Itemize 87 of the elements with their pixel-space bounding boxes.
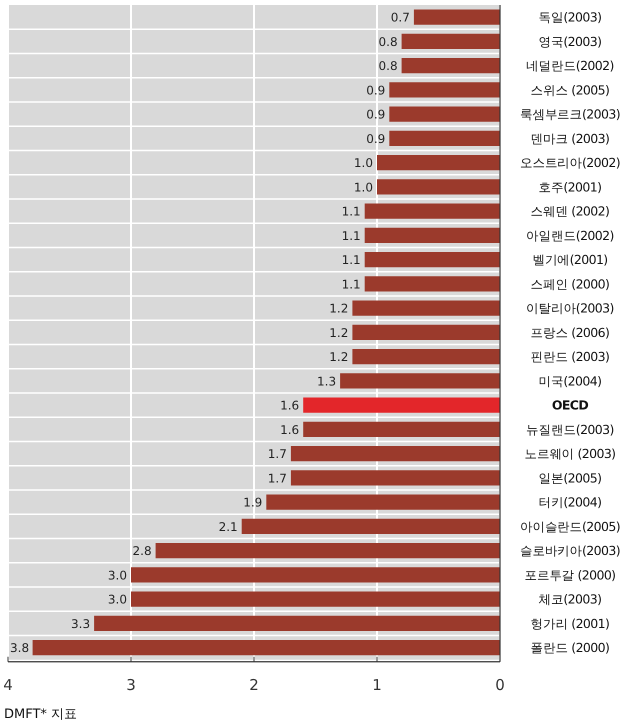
- y-tick-label: 스웨덴 (2002): [530, 204, 610, 219]
- y-tick-label: 핀란드 (2003): [530, 349, 610, 364]
- y-tick-label: 체코(2003): [538, 592, 602, 607]
- data-label: 0.8: [378, 59, 398, 74]
- bar: [352, 300, 500, 316]
- data-label: 1.7: [268, 447, 287, 462]
- bar: [340, 373, 500, 388]
- data-label: 1.3: [317, 374, 336, 388]
- bar: [242, 518, 500, 534]
- data-label: 0.9: [366, 83, 386, 98]
- y-tick-label: OECD: [552, 398, 588, 413]
- bar: [290, 470, 500, 486]
- y-tick-label: 덴마크 (2003): [530, 130, 610, 146]
- data-label: 1.2: [329, 302, 348, 316]
- data-label: 3.3: [71, 616, 90, 631]
- bar: [389, 82, 500, 98]
- y-tick-label: 일본(2005): [538, 470, 602, 486]
- data-label: 0.9: [366, 132, 386, 146]
- y-tick-label: 프랑스 (2006): [530, 324, 610, 340]
- bar: [32, 640, 500, 656]
- data-label: 1.9: [243, 496, 262, 510]
- bar: [266, 494, 500, 510]
- x-tick-label: 4: [3, 676, 13, 694]
- y-tick-label: 독일(2003): [538, 10, 602, 25]
- data-label: 1.1: [342, 204, 361, 219]
- bar: [364, 228, 500, 243]
- bar: [414, 10, 500, 25]
- x-tick-label: 2: [249, 676, 259, 694]
- x-tick-label: 1: [372, 676, 382, 694]
- bar: [352, 349, 500, 364]
- data-label: 1.1: [342, 277, 361, 292]
- bar: [402, 58, 500, 74]
- y-tick-label: 뉴질랜드(2003): [526, 422, 614, 437]
- data-label: 0.9: [366, 108, 386, 122]
- y-tick-label: 포르투갈 (2000): [524, 567, 616, 582]
- bar: [364, 204, 500, 219]
- y-tick-label: 폴란드 (2000): [530, 640, 610, 656]
- y-tick-label: 영국(2003): [538, 34, 602, 49]
- data-label: 1.6: [280, 422, 300, 437]
- bar: [352, 324, 500, 340]
- data-label: 2.1: [218, 520, 238, 534]
- bar: [131, 567, 500, 582]
- y-tick-label: 헝가리 (2001): [530, 616, 610, 631]
- data-label: 1.6: [280, 398, 300, 413]
- y-tick-label: 터키(2004): [538, 494, 602, 510]
- bar: [377, 179, 500, 194]
- bar: [364, 252, 500, 268]
- y-tick-label: 아일랜드(2002): [526, 228, 614, 243]
- y-tick-label: 스위스 (2005): [530, 82, 610, 98]
- y-tick-label: 스페인 (2000): [530, 276, 610, 292]
- y-tick-label: 슬로바키아(2003): [520, 543, 620, 558]
- bar: [402, 34, 500, 49]
- y-tick-label: 오스트리아(2002): [520, 155, 620, 170]
- y-tick-label: 네덜란드(2002): [526, 58, 614, 74]
- data-label: 2.8: [132, 544, 152, 558]
- y-tick-label: 아이슬란드(2005): [520, 518, 620, 534]
- x-tick-label: 0: [495, 676, 505, 694]
- data-label: 1.0: [354, 180, 373, 194]
- bar: [290, 446, 500, 462]
- bar: [303, 398, 500, 413]
- data-label: 3.0: [108, 568, 127, 582]
- data-label: 1.0: [354, 156, 373, 170]
- y-tick-label: 노르웨이 (2003): [524, 446, 616, 462]
- bar: [389, 106, 500, 122]
- y-tick-label: 미국(2004): [538, 373, 602, 388]
- data-label: 3.8: [10, 641, 30, 656]
- bar: [377, 155, 500, 170]
- bar: [131, 592, 500, 607]
- y-tick-label: 이탈리아(2003): [526, 300, 614, 316]
- data-label: 1.1: [342, 228, 361, 243]
- bar: [94, 616, 500, 631]
- data-label: 1.1: [342, 253, 361, 268]
- data-label: 0.7: [390, 10, 410, 25]
- x-axis-title: DMFT* 지표: [4, 707, 78, 722]
- x-tick-label: 3: [126, 676, 136, 694]
- bar: [389, 130, 500, 146]
- bar: [303, 422, 500, 437]
- data-label: 1.2: [329, 350, 348, 364]
- data-label: 1.7: [268, 471, 287, 486]
- bar: [364, 276, 500, 292]
- bar: [156, 543, 500, 558]
- data-label: 1.2: [329, 326, 348, 340]
- y-tick-label: 룩셈부르크(2003): [520, 106, 620, 122]
- data-label: 0.8: [378, 34, 398, 49]
- y-tick-label: 벨기에(2001): [532, 252, 608, 268]
- data-label: 3.0: [108, 592, 127, 607]
- y-tick-label: 호주(2001): [538, 179, 602, 194]
